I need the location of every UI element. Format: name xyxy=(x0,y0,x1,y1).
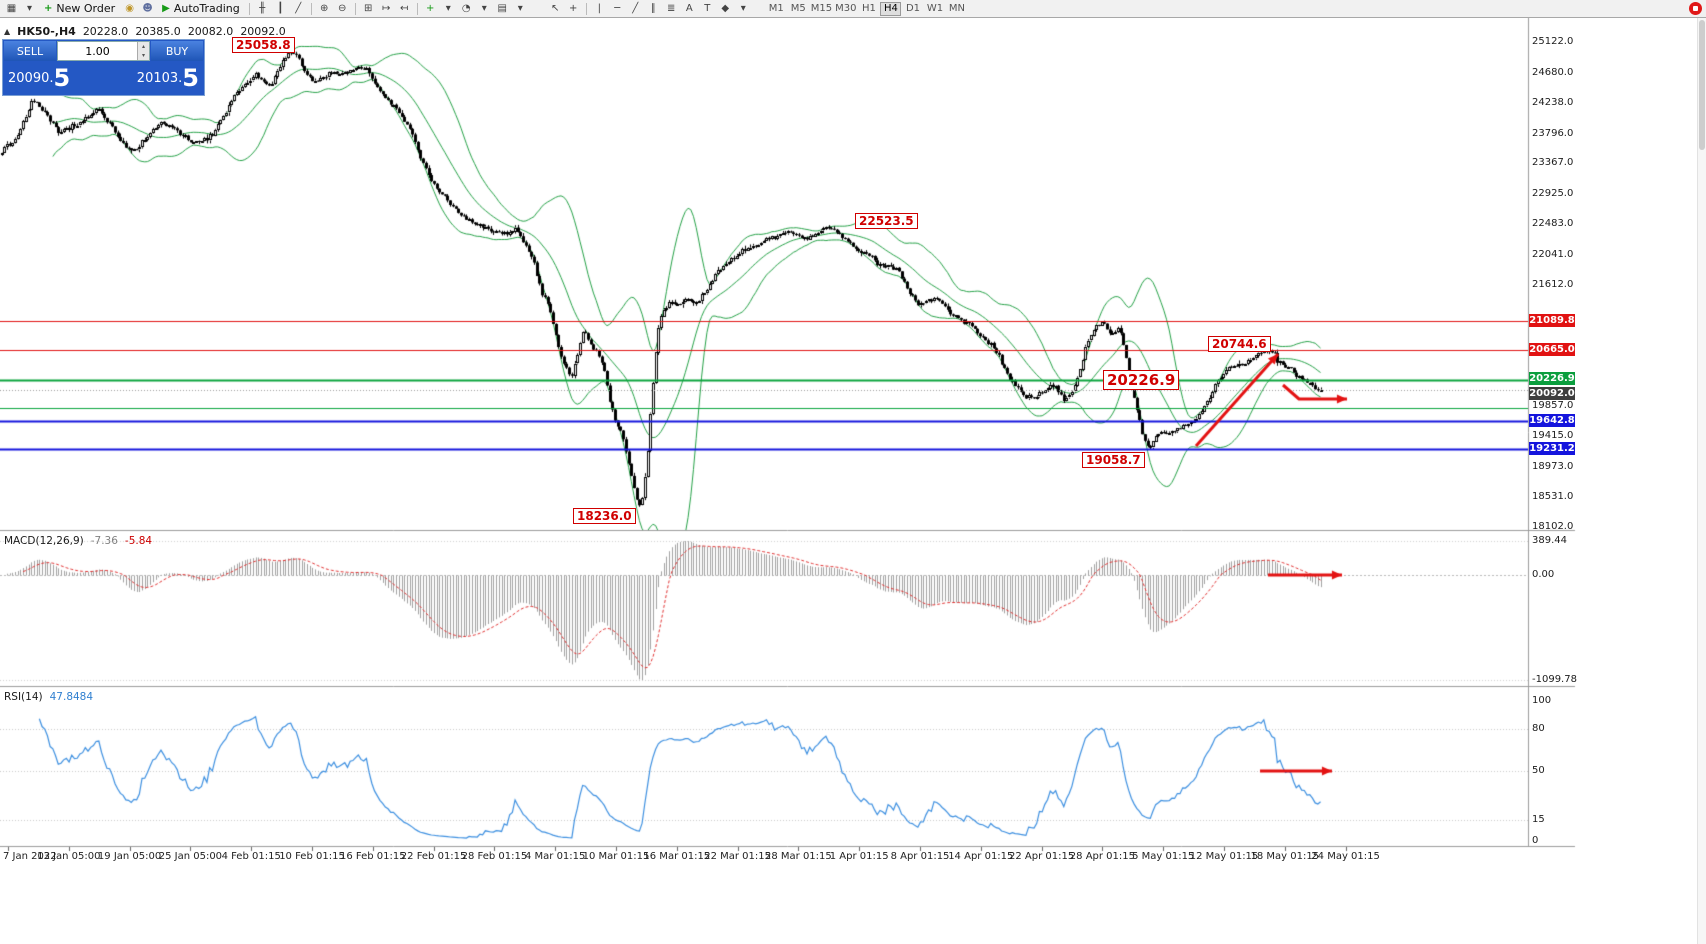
toolbar-separator xyxy=(585,2,587,15)
timeframe-h4-button[interactable]: H4 xyxy=(880,1,902,16)
new-order-button[interactable]: + New Order xyxy=(39,1,120,16)
bar-chart-icon[interactable]: ╫ xyxy=(259,3,266,14)
lot-decrease-icon[interactable]: ▾ xyxy=(137,51,149,60)
vertical-scrollbar[interactable] xyxy=(1697,18,1706,944)
auto-scroll-icon[interactable]: ↦ xyxy=(382,3,391,14)
autotrading-button[interactable]: ▶ AutoTrading xyxy=(157,1,245,16)
templates-dropdown-icon[interactable]: ▾ xyxy=(517,3,523,14)
sell-price-main: 20090. xyxy=(8,71,54,86)
timeframe-m5-button[interactable]: M5 xyxy=(790,3,806,14)
one-click-trading-panel: SELL 1.00 ▴ ▾ BUY 20090. 5 20103. 5 xyxy=(2,39,205,96)
mql5-community-icon[interactable]: ◉ xyxy=(125,3,134,14)
text-label-icon[interactable]: T xyxy=(704,3,711,14)
trendline-icon[interactable]: ╱ xyxy=(632,3,639,14)
timeframe-mn-button[interactable]: MN xyxy=(948,3,966,14)
sell-price[interactable]: 20090. 5 xyxy=(3,62,104,93)
lot-size-value[interactable]: 1.00 xyxy=(85,44,110,58)
chart-canvas[interactable] xyxy=(0,18,1706,944)
sell-button[interactable]: SELL xyxy=(4,41,56,61)
scrollbar-thumb[interactable] xyxy=(1699,20,1705,150)
timeframe-m30-button[interactable]: M30 xyxy=(835,3,857,14)
chart-list-dropdown-icon[interactable]: ▾ xyxy=(26,3,33,14)
lot-spinner: ▴ ▾ xyxy=(137,42,149,60)
lot-increase-icon[interactable]: ▴ xyxy=(137,42,149,51)
crosshair-icon[interactable]: + xyxy=(569,3,578,14)
indicators-dropdown-icon[interactable]: ▾ xyxy=(445,3,451,14)
toolbar-separator xyxy=(310,2,312,15)
buy-price[interactable]: 20103. 5 xyxy=(104,62,205,93)
one-click-top-row: SELL 1.00 ▴ ▾ BUY xyxy=(3,40,204,62)
timeframe-h1-button[interactable]: H1 xyxy=(862,3,876,14)
sell-price-pips: 5 xyxy=(53,64,71,92)
toolbar: ▦ ▾ + New Order ◉ ☻ ▶ AutoTrading ╫ ┃ ╱ ⊕ ⊖ ⊞ ↦ ↤ + ▾ ◔ ▾ ▤ ▾… xyxy=(0,0,1706,18)
periods-icon[interactable]: ◔ xyxy=(461,3,471,14)
tile-windows-icon[interactable]: ⊞ xyxy=(364,3,373,14)
toolbar-separator xyxy=(354,2,356,15)
buy-button[interactable]: BUY xyxy=(151,41,203,61)
equidistant-channel-icon[interactable]: ∥ xyxy=(650,3,656,14)
timeframe-d1-button[interactable]: D1 xyxy=(905,3,920,14)
timeframe-m15-button[interactable]: M15 xyxy=(810,3,833,14)
indicators-icon[interactable]: + xyxy=(426,3,435,14)
zoom-in-icon[interactable]: ⊕ xyxy=(320,3,329,14)
candlestick-chart-icon[interactable]: ┃ xyxy=(277,3,284,14)
chart-shift-icon[interactable]: ↤ xyxy=(400,3,409,14)
timeframe-m1-button[interactable]: M1 xyxy=(768,3,784,14)
notification-dot-icon xyxy=(1693,6,1698,11)
buy-price-pips: 5 xyxy=(182,64,199,92)
new-order-button-icon: + xyxy=(44,3,53,14)
fibonacci-icon[interactable]: ≣ xyxy=(667,3,676,14)
autotrading-button-label: AutoTrading xyxy=(173,2,240,15)
autotrading-button-icon: ▶ xyxy=(162,3,170,14)
arrows-icon[interactable]: ◆ xyxy=(721,3,730,14)
toolbar-separator xyxy=(416,2,418,15)
line-chart-icon[interactable]: ╱ xyxy=(295,3,302,14)
toolbar-separator xyxy=(248,2,250,15)
charts-grid-icon[interactable]: ▦ xyxy=(6,3,17,14)
text-icon[interactable]: A xyxy=(685,3,693,14)
zoom-out-icon[interactable]: ⊖ xyxy=(338,3,347,14)
lot-size-field[interactable]: 1.00 ▴ ▾ xyxy=(57,41,150,61)
arrows-dropdown-icon[interactable]: ▾ xyxy=(740,3,746,14)
expert-advisors-icon[interactable]: ☻ xyxy=(142,3,153,14)
cursor-icon[interactable]: ↖ xyxy=(551,3,560,14)
vertical-line-icon[interactable]: | xyxy=(597,3,601,14)
horizontal-line-icon[interactable]: ─ xyxy=(614,3,621,14)
templates-icon[interactable]: ▤ xyxy=(497,3,507,14)
periods-dropdown-icon[interactable]: ▾ xyxy=(481,3,487,14)
buy-price-main: 20103. xyxy=(136,71,183,86)
new-order-button-label: New Order xyxy=(56,2,116,15)
one-click-price-row: 20090. 5 20103. 5 xyxy=(3,62,204,93)
timeframe-w1-button[interactable]: W1 xyxy=(926,3,944,14)
notification-icon[interactable] xyxy=(1689,2,1702,15)
